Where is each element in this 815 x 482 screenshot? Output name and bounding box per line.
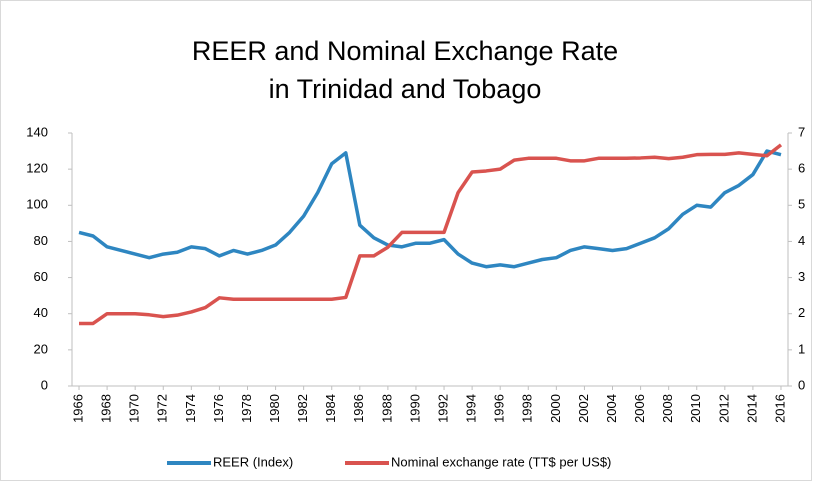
y-tick-label: 60: [34, 269, 48, 284]
x-tick-label: 1994: [464, 394, 479, 423]
x-tick-label: 2000: [548, 394, 563, 423]
y-tick-label: 20: [34, 341, 48, 356]
y2-tick-label: 7: [798, 124, 805, 139]
x-tick-label: 1986: [351, 394, 366, 423]
y2-tick-label: 5: [798, 197, 805, 212]
y-tick-label: 0: [41, 377, 48, 392]
x-tick-label: 1978: [239, 394, 254, 423]
x-tick-label: 1990: [407, 394, 422, 423]
x-tick-label: 2006: [632, 394, 647, 423]
x-tick-label: 1984: [323, 394, 338, 423]
series-line: [79, 143, 783, 326]
x-tick-label: 1970: [127, 394, 142, 423]
x-tick-label: 1988: [379, 394, 394, 423]
x-tick-label: 1974: [183, 394, 198, 423]
y2-tick-label: 1: [798, 341, 805, 356]
y-tick-label: 100: [26, 197, 48, 212]
series-line: [78, 149, 782, 269]
x-tick-label: 2008: [660, 394, 675, 423]
y2-tick-label: 6: [798, 161, 805, 176]
x-tick-label: 1972: [155, 394, 170, 423]
y-tick-label: 40: [34, 305, 48, 320]
x-tick-label: 1980: [267, 394, 282, 423]
legend-label: Nominal exchange rate (TT$ per US$): [391, 454, 611, 469]
y2-tick-label: 0: [798, 377, 805, 392]
y-tick-label: 80: [34, 233, 48, 248]
x-tick-label: 1968: [99, 394, 114, 423]
chart-title: REER and Nominal Exchange Rate in Trinid…: [191, 36, 619, 104]
y-tick-label: 140: [26, 124, 48, 139]
x-tick-label: 1998: [520, 394, 535, 423]
y-tick-label: 120: [26, 161, 48, 176]
x-tick-label: 1976: [211, 394, 226, 423]
y2-tick-label: 3: [798, 269, 805, 284]
x-tick-label: 2016: [772, 394, 787, 423]
x-tick-label: 2010: [688, 394, 703, 423]
y2-tick-label: 2: [798, 305, 805, 320]
x-tick-label: 1992: [435, 394, 450, 423]
x-tick-label: 2012: [716, 394, 731, 423]
x-tick-label: 2014: [744, 394, 759, 423]
x-tick-label: 2004: [604, 394, 619, 423]
x-tick-label: 1966: [70, 394, 85, 423]
x-tick-label: 1982: [295, 394, 310, 423]
x-tick-label: 2002: [576, 394, 591, 423]
legend-label: REER (Index): [213, 454, 293, 469]
y2-tick-label: 4: [798, 233, 805, 248]
x-tick-label: 1996: [492, 394, 507, 423]
